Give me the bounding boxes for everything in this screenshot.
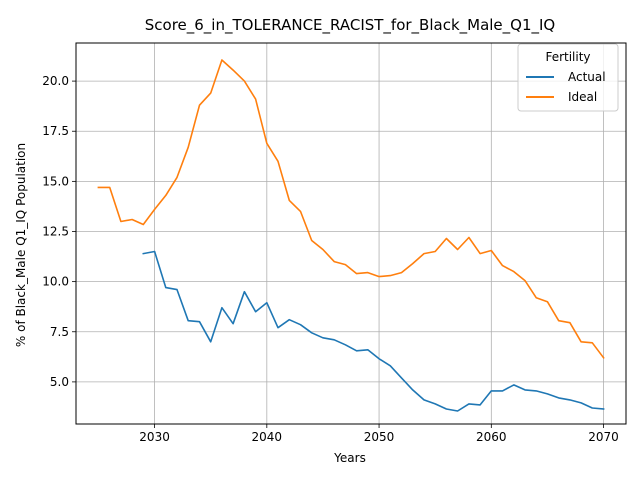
- x-axis-label: Years: [333, 451, 366, 465]
- chart-title: Score_6_in_TOLERANCE_RACIST_for_Black_Ma…: [145, 16, 556, 35]
- legend-title: Fertility: [545, 50, 590, 64]
- series-line-ideal: [97, 59, 605, 359]
- series-line-actual: [142, 250, 605, 412]
- x-tick-label: 2040: [252, 430, 283, 444]
- legend-label-actual: Actual: [568, 70, 606, 84]
- y-tick-label: 7.5: [50, 325, 69, 339]
- y-tick-label: 10.0: [42, 275, 69, 289]
- y-tick-label: 17.5: [42, 124, 69, 138]
- y-tick-label: 15.0: [42, 174, 69, 188]
- plot-frame: [75, 42, 627, 425]
- legend-label-ideal: Ideal: [568, 90, 597, 104]
- y-tick-label: 20.0: [42, 74, 69, 88]
- series-layer: [97, 59, 605, 412]
- y-axis-label: % of Black_Male Q1_IQ Population: [14, 143, 28, 347]
- legend: Fertility Actual Ideal: [517, 43, 619, 112]
- x-tick-label: 2060: [476, 430, 507, 444]
- ticks: 2030 2040 2050 2060 2070 5.0 7.5 10.0 12.5 15.0 17…: [42, 74, 619, 444]
- legend-box: [517, 43, 619, 112]
- y-tick-label: 5.0: [50, 375, 69, 389]
- grid: [76, 43, 626, 424]
- x-tick-label: 2030: [139, 430, 170, 444]
- x-tick-label: 2050: [364, 430, 395, 444]
- x-tick-label: 2070: [588, 430, 619, 444]
- y-tick-label: 12.5: [42, 224, 69, 238]
